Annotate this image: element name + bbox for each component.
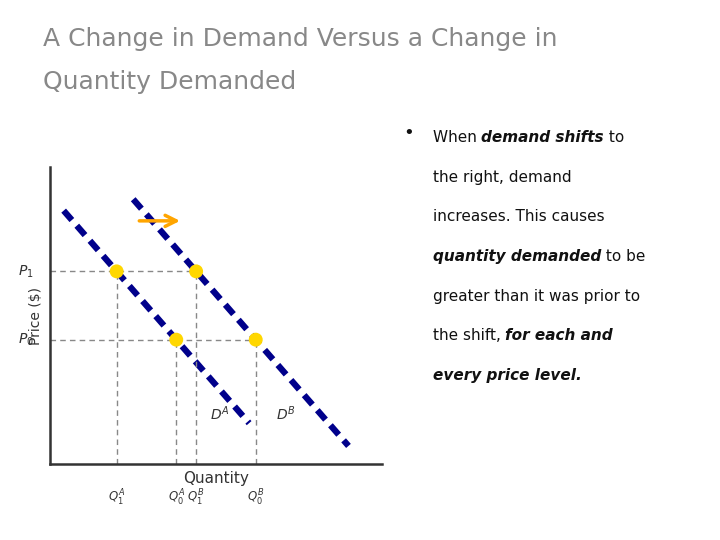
Text: •: • (403, 124, 414, 142)
Point (250, 335, 261, 344)
Text: $P_1$: $P_1$ (18, 263, 34, 280)
Text: demand shifts: demand shifts (482, 130, 604, 145)
Text: every price level.: every price level. (433, 368, 582, 383)
Text: $Q_1^A$: $Q_1^A$ (108, 488, 125, 508)
Text: $D^A$: $D^A$ (210, 404, 229, 423)
Text: A Change in Demand Versus a Change in: A Change in Demand Versus a Change in (43, 27, 558, 51)
Text: When: When (433, 130, 482, 145)
Text: the shift,: the shift, (433, 328, 505, 343)
Text: $Q_1^B$: $Q_1^B$ (187, 488, 204, 508)
Text: $D^B$: $D^B$ (276, 404, 295, 423)
X-axis label: Quantity: Quantity (183, 471, 249, 487)
Text: to: to (604, 130, 624, 145)
Text: to be: to be (601, 249, 645, 264)
Text: for each and: for each and (505, 328, 613, 343)
Point (171, 335, 182, 344)
Text: $P_0$: $P_0$ (18, 332, 34, 348)
Text: $Q_0^A$: $Q_0^A$ (168, 488, 185, 508)
Y-axis label: Price ($): Price ($) (30, 287, 43, 345)
Point (190, 267, 202, 275)
Text: $Q_0^B$: $Q_0^B$ (247, 488, 264, 508)
Text: quantity demanded: quantity demanded (433, 249, 601, 264)
Text: the right, demand: the right, demand (433, 170, 572, 185)
Text: Quantity Demanded: Quantity Demanded (43, 70, 297, 94)
Text: increases. This causes: increases. This causes (433, 210, 604, 224)
Point (111, 267, 122, 275)
Text: greater than it was prior to: greater than it was prior to (433, 288, 640, 303)
